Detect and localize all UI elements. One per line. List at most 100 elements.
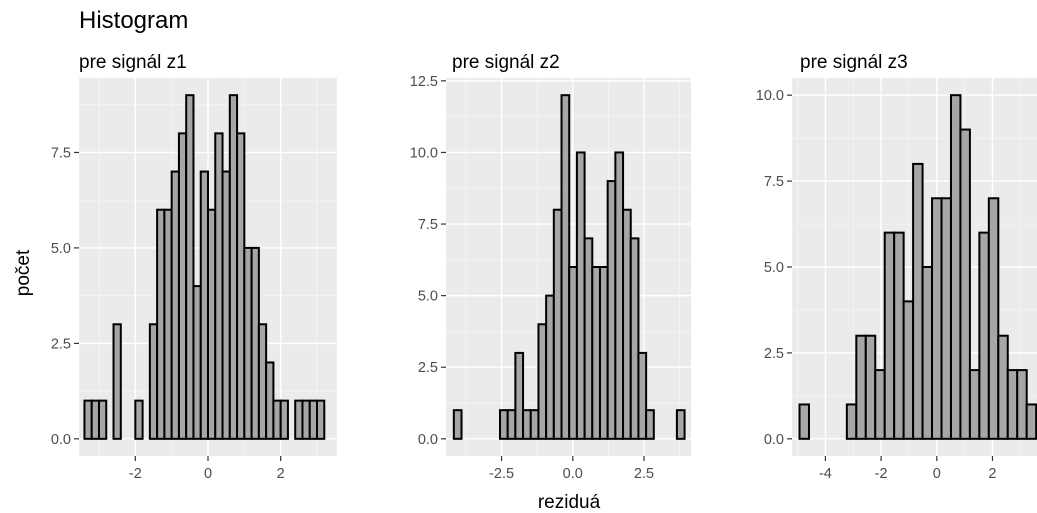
panel-subtitle-z3: pre signál z3 [800, 52, 908, 73]
x-tick-label: 0.0 [563, 466, 583, 482]
histogram-bar [883, 231, 896, 440]
y-tick-label: 7.5 [51, 145, 71, 161]
figure-title: Histogram [79, 7, 188, 34]
y-tick-label: 2.5 [51, 336, 71, 352]
histogram-bar [598, 266, 609, 440]
x-tick-label: -2 [875, 466, 888, 482]
y-tick-label: 10.0 [410, 145, 438, 161]
x-tick-label: -2 [129, 466, 142, 482]
histogram-bar [522, 409, 532, 440]
histogram-bar [514, 351, 525, 440]
histogram-bar [921, 266, 934, 440]
histogram-bar [583, 237, 594, 440]
histogram-bar [163, 208, 173, 440]
panel-z2: pre signál z2 0.0 2.5 5.0 7.5 10.0 12.5 -2.5 0.… [410, 52, 691, 482]
histogram-bar [622, 208, 632, 440]
histogram-bar [257, 323, 268, 440]
histogram-bar [864, 334, 877, 440]
panel-subtitle-z1: pre signál z1 [79, 52, 187, 73]
histogram-bar [1025, 403, 1037, 440]
histogram-bar [308, 399, 319, 440]
histogram-bar [250, 246, 260, 440]
histogram-bar [987, 197, 1000, 440]
histogram-bar [1006, 369, 1019, 440]
histogram-bar [940, 197, 952, 440]
y-tick-label: 5.0 [51, 241, 71, 257]
y-tick-label: 12.5 [410, 74, 438, 90]
histogram-bar [798, 403, 810, 440]
histogram-bar [221, 170, 231, 440]
histogram-bar [931, 197, 943, 440]
histogram-bar [675, 409, 686, 440]
histogram-bar [629, 237, 640, 440]
histogram-bar [545, 294, 555, 440]
histogram-bar [845, 403, 858, 440]
panel-subtitle-z2: pre signál z2 [452, 52, 560, 73]
histogram-bar [568, 266, 578, 440]
histogram-bar [134, 399, 144, 440]
histogram-bar [855, 334, 867, 440]
histogram-bar [560, 94, 571, 440]
y-tick-label: 5.0 [764, 260, 784, 276]
histogram-bar [997, 334, 1009, 440]
histogram-bar [207, 208, 217, 440]
histogram-bar [279, 399, 289, 440]
histogram-bar [228, 94, 239, 440]
histogram-bar [97, 399, 108, 440]
panel-z3: pre signál z3 0.0 2.5 5.0 7.5 10.0 -4 -2 0 2 [756, 52, 1037, 482]
y-tick-label: 5.0 [418, 289, 438, 305]
y-tick-label: 2.5 [418, 360, 438, 376]
y-tick-label: 2.5 [764, 346, 784, 362]
x-tick-label: 2.5 [634, 466, 654, 482]
histogram-bar [112, 323, 122, 440]
x-tick-label: -2.5 [489, 466, 514, 482]
histogram-bar [912, 162, 924, 440]
histogram-bar [90, 399, 100, 440]
x-tick-label: -4 [819, 466, 832, 482]
histogram-bar [552, 208, 563, 440]
panel-z1: pre signál z1 0.0 2.5 5.0 7.5 -2 0 2 [51, 52, 337, 482]
y-tick-label: 7.5 [764, 174, 784, 190]
histogram-bar [606, 180, 617, 440]
y-tick-label: 0.0 [418, 432, 438, 448]
histogram-bar [452, 409, 463, 440]
histogram-bar [243, 246, 253, 440]
histogram-bar [614, 151, 625, 440]
histogram-bar [192, 285, 202, 440]
histogram-bar [236, 132, 246, 440]
histogram-bar [506, 409, 517, 440]
histogram-bar [637, 351, 648, 440]
histogram-bar [272, 399, 282, 440]
histogram-bar [591, 266, 601, 440]
histogram-bar [148, 323, 159, 440]
y-axis-title: počet [13, 249, 34, 296]
histogram-bar [265, 361, 275, 440]
histogram-bar [893, 231, 905, 440]
histogram-bar [199, 170, 209, 440]
y-tick-label: 7.5 [418, 217, 438, 233]
histogram-bar [874, 369, 886, 440]
x-tick-label: 2 [988, 466, 996, 482]
histogram-bar [185, 94, 195, 440]
histogram-bar [949, 94, 962, 440]
histogram-bar [316, 399, 326, 440]
x-tick-label: 2 [277, 466, 285, 482]
histogram-bar [301, 399, 311, 440]
histogram-bar [83, 399, 93, 440]
histogram-bar [959, 128, 971, 440]
histogram-bar [902, 300, 915, 440]
histogram-bar [214, 132, 224, 440]
x-axis-title: reziduá [538, 492, 601, 513]
histogram-bar [177, 132, 188, 440]
histogram-bar [294, 399, 304, 440]
y-tick-label: 0.0 [51, 432, 71, 448]
histogram-bar [1016, 369, 1028, 440]
y-tick-label: 0.0 [764, 432, 784, 448]
histogram-bar [645, 409, 655, 440]
histogram-bar [968, 369, 981, 440]
y-tick-label: 10.0 [756, 88, 784, 104]
histogram-bar [156, 208, 166, 440]
histogram-bar [978, 231, 990, 440]
histogram-bar [498, 409, 509, 440]
